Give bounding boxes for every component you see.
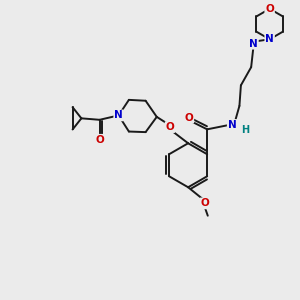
- Text: N: N: [249, 39, 258, 49]
- Text: H: H: [241, 125, 249, 135]
- Text: N: N: [114, 110, 123, 120]
- Text: O: O: [95, 135, 104, 145]
- Text: O: O: [166, 122, 174, 132]
- Text: O: O: [200, 198, 209, 208]
- Text: O: O: [184, 112, 194, 123]
- Text: N: N: [228, 120, 236, 130]
- Text: N: N: [265, 34, 274, 44]
- Text: O: O: [265, 4, 274, 14]
